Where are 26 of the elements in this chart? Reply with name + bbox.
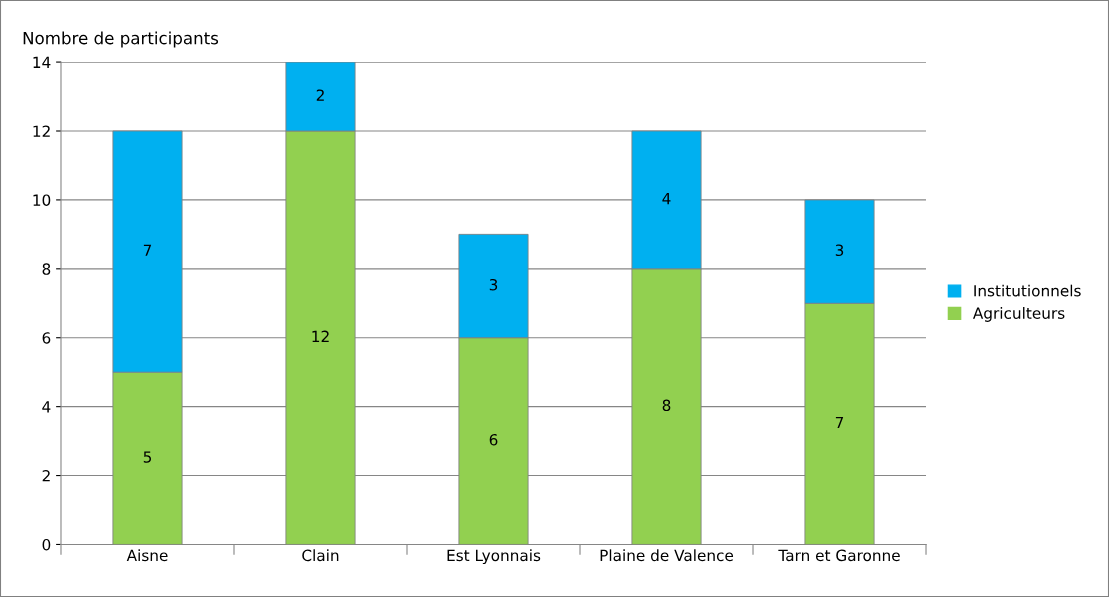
y-tick-label: 14 xyxy=(33,56,51,68)
y-tick-label: 12 xyxy=(33,125,50,137)
data-label: 6 xyxy=(489,433,498,446)
legend-label: Institutionnels xyxy=(974,284,1081,297)
x-tick-label: Plaine de Valence xyxy=(600,549,734,562)
data-label: 12 xyxy=(312,330,329,342)
data-label: 7 xyxy=(835,416,844,429)
y-tick-label: 8 xyxy=(42,263,51,275)
y-tick-label: 2 xyxy=(42,470,50,482)
y-tick-label: 0 xyxy=(42,538,51,551)
x-tick-label: Tarn et Garonne xyxy=(778,549,900,562)
x-tick-label: Aisne xyxy=(126,549,168,562)
data-label: 7 xyxy=(143,244,152,256)
data-label: 5 xyxy=(143,451,152,463)
data-label: 2 xyxy=(316,89,324,101)
y-tick-label: 6 xyxy=(42,332,51,344)
y-tick-label: 10 xyxy=(33,194,51,206)
data-label: 4 xyxy=(662,192,671,205)
y-tick-label: 4 xyxy=(42,401,51,413)
legend-label: Agriculteurs xyxy=(972,307,1065,322)
x-tick-label: Clain xyxy=(302,549,339,562)
x-tick-label: Est Lyonnais xyxy=(447,549,541,565)
y-axis-title: Nombre de participants xyxy=(23,31,219,48)
data-label: 3 xyxy=(489,278,498,291)
data-label: 3 xyxy=(835,244,844,257)
data-label: 8 xyxy=(662,399,671,412)
